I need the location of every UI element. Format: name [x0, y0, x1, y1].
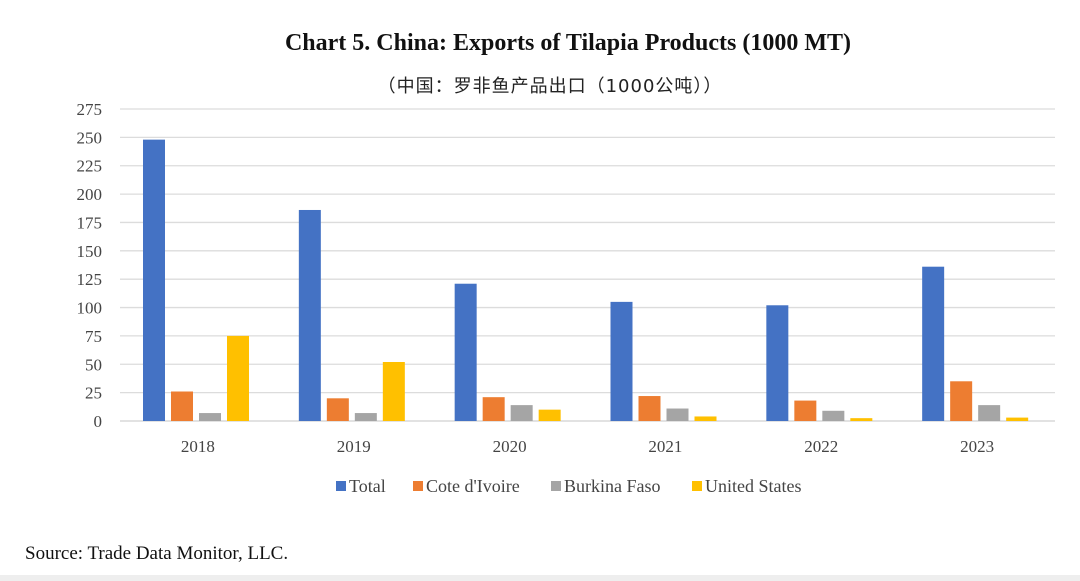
y-tick-label: 200	[77, 185, 103, 204]
legend-swatch	[413, 481, 423, 491]
bar-united-states-2018	[227, 335, 249, 421]
y-tick-label: 275	[77, 100, 103, 119]
bar-burkina-faso-2023	[978, 405, 1001, 421]
y-tick-label: 125	[77, 270, 103, 289]
bar-cote-d-ivoire-2019	[326, 398, 349, 421]
y-tick-label: 250	[77, 128, 103, 147]
bar-cote-d-ivoire-2018	[171, 391, 193, 421]
bar-burkina-faso-2020	[510, 405, 533, 421]
x-tick-label: 2021	[648, 437, 682, 456]
bar-burkina-faso-2021	[666, 408, 689, 421]
x-tick-label: 2022	[804, 437, 838, 456]
y-tick-label: 225	[77, 157, 103, 176]
legend-label: Cote d'Ivoire	[426, 476, 520, 496]
bar-total-2020	[454, 283, 477, 421]
chart-title: Chart 5. China: Exports of Tilapia Produ…	[284, 30, 852, 56]
bar-united-states-2022	[850, 418, 873, 421]
bar-united-states-2020	[538, 409, 561, 421]
y-tick-label: 175	[77, 213, 103, 232]
x-tick-label: 2023	[960, 437, 994, 456]
y-tick-label: 100	[77, 299, 103, 318]
legend-label: Total	[349, 476, 386, 496]
bar-united-states-2023	[1006, 417, 1029, 421]
legend-swatch	[336, 481, 346, 491]
source-note: Source: Trade Data Monitor, LLC.	[25, 543, 289, 564]
bar-cote-d-ivoire-2020	[482, 397, 505, 421]
y-tick-label: 75	[85, 327, 102, 346]
bar-total-2022	[766, 305, 789, 421]
bar-total-2021	[610, 301, 633, 421]
bar-united-states-2021	[694, 416, 717, 421]
bar-burkina-faso-2019	[354, 413, 377, 421]
y-tick-label: 25	[85, 384, 102, 403]
bar-total-2018	[143, 139, 165, 421]
legend-label: Burkina Faso	[564, 476, 661, 496]
y-tick-label: 50	[85, 355, 102, 374]
legend-swatch	[551, 481, 561, 491]
bar-cote-d-ivoire-2023	[950, 381, 973, 421]
bar-burkina-faso-2022	[822, 410, 845, 421]
bar-united-states-2019	[382, 362, 405, 421]
x-tick-label: 2019	[337, 437, 371, 456]
x-tick-label: 2020	[493, 437, 527, 456]
bar-cote-d-ivoire-2022	[794, 400, 817, 421]
y-tick-label: 0	[94, 412, 103, 431]
legend-label: United States	[705, 476, 802, 496]
bar-total-2023	[922, 266, 945, 421]
bar-cote-d-ivoire-2021	[638, 396, 661, 421]
bar-total-2019	[298, 209, 321, 421]
y-tick-label: 150	[77, 242, 103, 261]
x-tick-label: 2018	[181, 437, 215, 456]
chart-subtitle: （中国：罗非鱼产品出口（1000公吨））	[377, 76, 723, 97]
legend-swatch	[692, 481, 702, 491]
page-bottom-edge	[0, 575, 1080, 581]
bar-burkina-faso-2018	[199, 413, 221, 421]
